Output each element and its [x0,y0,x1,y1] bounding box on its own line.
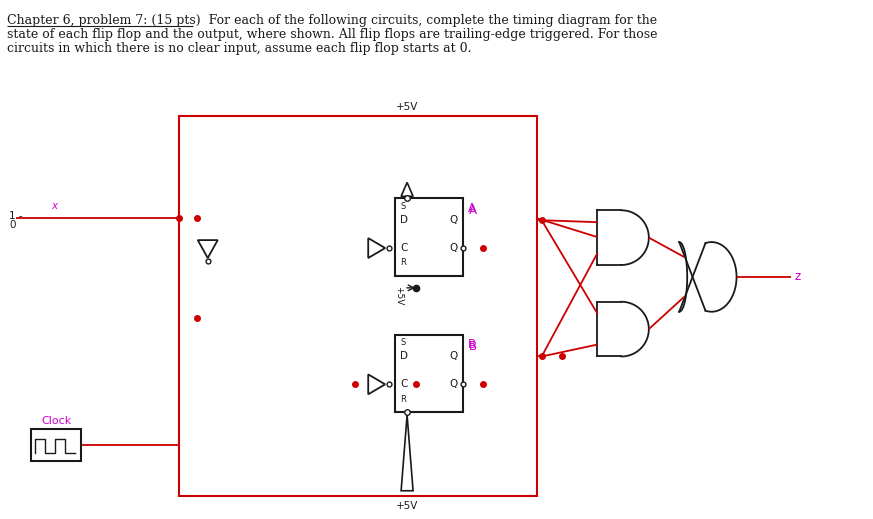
Text: +5V: +5V [396,501,418,511]
Text: Q: Q [450,379,458,389]
Bar [179,116,537,496]
Text: R: R [400,395,406,404]
Text: Q: Q [450,351,458,361]
Text: R: R [400,258,406,267]
Text: B: B [469,340,477,353]
Bar [31,429,81,461]
Text: z: z [794,270,801,283]
Text: 0: 0 [10,220,16,230]
Text: D: D [400,351,408,361]
Text: S: S [400,202,405,211]
Text: +5V: +5V [396,102,418,112]
Text: +5V: +5V [394,286,402,306]
Text: Q: Q [450,243,458,253]
Text: S: S [400,338,405,347]
Bar [395,335,463,412]
Bar [395,198,463,276]
Text: C: C [400,243,408,253]
Text: B: B [468,338,476,351]
Text: A: A [468,202,476,215]
Text: A: A [469,204,477,217]
Text: Chapter 6, problem 7: (15 pts)  For each of the following circuits, complete the: Chapter 6, problem 7: (15 pts) For each … [7,15,657,28]
Text: circuits in which there is no clear input, assume each flip flop starts at 0.: circuits in which there is no clear inpu… [7,42,472,55]
Text: Q: Q [450,215,458,225]
Text: x: x [52,201,58,211]
Text: C: C [400,379,408,389]
Text: Clock: Clock [41,416,72,426]
Text: 1 -: 1 - [10,211,23,221]
Text: D: D [400,215,408,225]
Text: state of each flip flop and the output, where shown. All flip flops are trailing: state of each flip flop and the output, … [7,28,658,41]
